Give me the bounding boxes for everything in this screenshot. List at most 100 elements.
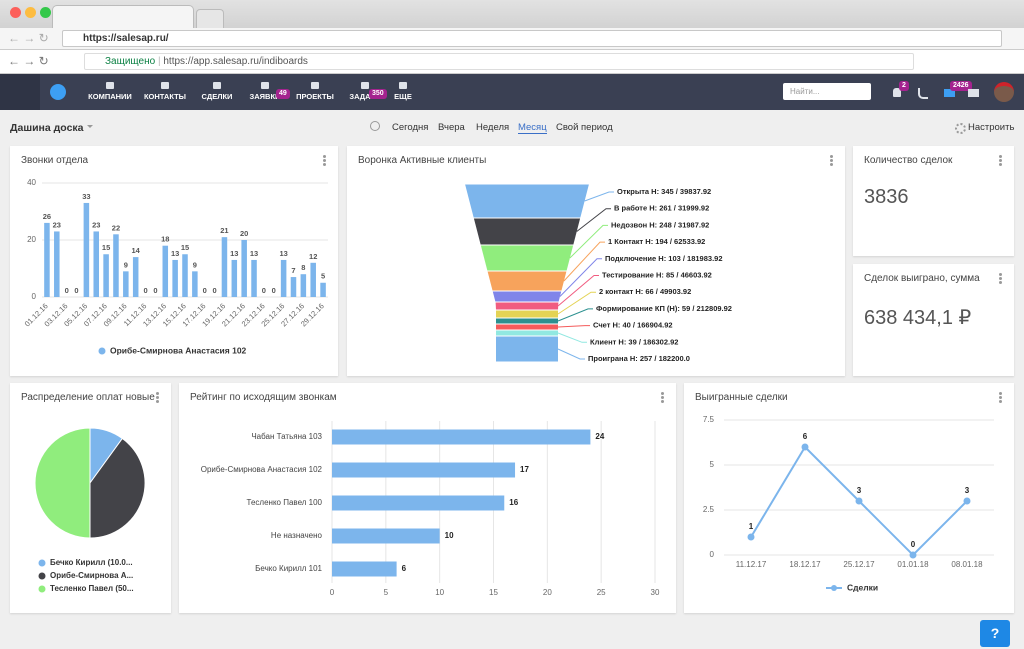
phone-icon[interactable]	[918, 88, 928, 99]
menu[interactable]	[999, 273, 1002, 276]
nav-item[interactable]: ПРОЕКТЫ	[285, 74, 345, 110]
bar	[44, 222, 50, 297]
bar	[231, 259, 238, 297]
x-tick-label: 30	[651, 588, 660, 597]
menu[interactable]	[156, 392, 159, 395]
new-tab[interactable]	[196, 9, 224, 29]
legend-label: Сделки	[847, 582, 878, 592]
chart: 0 5 10 15 20 25 30 Чабан Татьяна 103 24 Орибе-Сми…	[201, 421, 660, 597]
help-button[interactable]: ?	[980, 620, 1010, 647]
zoom-button[interactable]	[40, 7, 51, 18]
value-label: 1	[749, 522, 754, 531]
nav-label: ЗАЯВКИ	[249, 92, 281, 101]
value-label: 15	[181, 243, 189, 252]
x-tick-label: 08.01.18	[951, 560, 983, 569]
outer-toolbar: ← → ↻ https://salesap.ru/	[0, 28, 1024, 50]
x-tick-label: 15	[489, 588, 498, 597]
period[interactable]: Вчера	[438, 122, 465, 133]
value-label: 0	[65, 286, 69, 295]
minimize-button[interactable]	[25, 7, 36, 18]
bar	[83, 202, 90, 297]
value-label: 18	[161, 235, 169, 244]
nav-item[interactable]: ЕЩЕ	[373, 74, 433, 110]
chat-icon[interactable]	[968, 89, 979, 97]
add-button[interactable]	[50, 84, 66, 100]
y-tick-label: 5	[710, 460, 715, 469]
nav-item[interactable]: КОНТАКТЫ	[135, 74, 195, 110]
close-button[interactable]	[10, 7, 21, 18]
nav-item[interactable]: ЗАДАЧИ	[335, 74, 395, 110]
y-tick-label: 40	[27, 178, 36, 187]
stage-label: Проиграна Н: 257 / 182200.0	[588, 354, 690, 363]
menu[interactable]	[661, 392, 664, 395]
connector	[557, 325, 590, 328]
menu[interactable]	[323, 155, 326, 158]
nav-item[interactable]: ЗАЯВКИ	[235, 74, 295, 110]
value-label: 24	[595, 432, 604, 441]
bar	[241, 240, 247, 297]
dropdown-caret[interactable]	[87, 125, 93, 131]
badge: 49	[276, 89, 290, 99]
category-label: Чабан Татьяна 103	[251, 432, 322, 441]
settings-button[interactable]: Настроить	[968, 122, 1015, 133]
category-label: Не назначено	[271, 531, 323, 540]
x-tick-label: 10	[435, 588, 444, 597]
funnel-stage	[465, 184, 589, 218]
bell-icon[interactable]	[893, 88, 901, 97]
nav-item[interactable]: КОМПАНИИ	[80, 74, 140, 110]
outer-url[interactable]: https://salesap.ru/	[62, 30, 1002, 47]
value-label: 6	[402, 564, 407, 573]
value-label: 13	[171, 249, 179, 258]
board-name[interactable]: Дашина доска	[10, 122, 84, 134]
search-input[interactable]: Найти...	[783, 83, 871, 100]
value-label: 8	[301, 263, 305, 272]
stage-label: Тестирование Н: 85 / 46603.92	[602, 270, 712, 279]
y-tick-label: 0	[710, 550, 715, 559]
stage-label: 2 контакт Н: 66 / 49903.92	[599, 287, 691, 296]
widget-title: Количество сделок	[864, 155, 953, 166]
period[interactable]: Свой период	[556, 122, 613, 133]
point	[801, 443, 809, 451]
bar	[192, 271, 198, 297]
value-label: 0	[153, 286, 157, 295]
menu[interactable]	[830, 155, 833, 158]
y-tick-label: 20	[27, 235, 36, 244]
period[interactable]: Неделя	[476, 122, 510, 133]
badge: 350	[369, 89, 387, 99]
funnel-stage	[496, 324, 558, 330]
connector	[576, 208, 611, 232]
period[interactable]: Месяц	[518, 122, 547, 134]
stage-label: Клиент Н: 39 / 186302.92	[590, 337, 678, 346]
value-label: 9	[193, 260, 197, 269]
legend-label: Бечко Кирилл (10.0...	[50, 558, 133, 567]
point	[855, 497, 863, 505]
avatar[interactable]	[994, 82, 1014, 102]
mail-icon[interactable]	[944, 89, 955, 97]
legend-marker	[38, 572, 46, 580]
period[interactable]: Сегодня	[392, 122, 429, 133]
value-label: 5	[321, 272, 325, 281]
menu[interactable]	[999, 392, 1002, 395]
inner-url[interactable]: Защищено | https://app.salesap.ru/indibo…	[84, 53, 914, 70]
nav-label: КОНТАКТЫ	[143, 92, 187, 101]
value-label: 20	[240, 229, 248, 238]
widget: Рейтинг по исходящим звонкам 0 5 10 15 20 25 30…	[179, 383, 676, 613]
menu[interactable]	[999, 155, 1002, 158]
value-label: 0	[272, 286, 276, 295]
value-label: 12	[309, 252, 317, 261]
value-label: 23	[92, 220, 100, 229]
logo[interactable]	[0, 74, 40, 110]
clock-icon	[370, 121, 380, 131]
legend-marker	[98, 347, 106, 355]
stage-label: Подключение Н: 103 / 181983.92	[605, 254, 723, 263]
widget: Воронка Активные клиенты Открыта Н: 345 /…	[347, 146, 845, 376]
value-label: 0	[911, 540, 916, 549]
funnel-stage	[496, 336, 558, 362]
stat-value: 638 434,1 ₽	[864, 307, 972, 329]
funnel-stage	[495, 302, 559, 310]
x-tick-label: 20	[543, 588, 552, 597]
nav-item[interactable]: СДЕЛКИ	[187, 74, 247, 110]
browser-tab[interactable]	[52, 5, 194, 29]
y-tick-label: 0	[32, 292, 37, 301]
bar	[332, 429, 591, 445]
